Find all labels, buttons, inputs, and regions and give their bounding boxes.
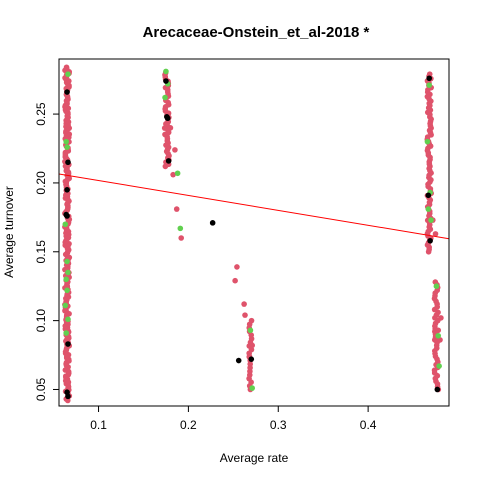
x-axis-label: Average rate [220,451,289,465]
data-point-green [174,170,181,177]
data-point-green [424,138,431,145]
y-tick-label: 0.05 [34,377,48,401]
data-point-red [426,71,433,77]
data-point-black [64,187,70,193]
data-point-green [65,71,71,77]
data-point-green [436,363,442,369]
data-point-red [173,206,180,212]
data-point-green [64,287,70,294]
data-point-black [64,213,70,219]
plot-frame [58,58,450,407]
y-axis: 0.05 0.10 0.15 0.20 0.25 [34,102,59,401]
data-point-red [63,64,70,71]
data-point-red [438,315,444,321]
y-tick-label: 0.20 [34,171,48,195]
x-tick-label: 0.3 [270,418,287,432]
data-point-black [248,356,255,362]
data-point-green [62,302,69,309]
data-point-green [247,327,254,334]
data-point-green [425,206,432,212]
data-point-green [65,316,71,323]
data-point-green [62,221,69,228]
x-tick-label: 0.2 [180,418,197,432]
data-point-green [65,269,71,276]
data-point-black [426,75,433,82]
data-point-black [163,78,169,84]
data-point-black [65,393,71,400]
data-point-red [435,327,442,334]
data-point-black [427,237,433,244]
data-point-red [249,342,255,349]
y-tick-label: 0.15 [34,240,48,264]
data-point-green [177,225,184,232]
data-point-green [64,144,70,150]
data-point-black [64,89,70,95]
data-point-green [433,283,440,290]
data-point-green [249,385,255,391]
y-tick-label: 0.25 [34,102,48,126]
data-point-green [426,82,433,88]
series-green [62,68,442,391]
data-point-red [172,147,178,153]
chart-title: Arecaceae-Onstein_et_al-2018 * [143,24,370,41]
data-point-green [63,138,69,145]
points-layer [62,64,444,404]
data-point-black [434,386,441,393]
data-point-red [232,277,238,284]
data-point-black [235,357,242,364]
data-point-black [165,158,172,164]
data-point-green [162,94,168,101]
data-point-green [163,68,169,75]
data-point-red [242,312,248,318]
data-point-red [170,171,176,178]
data-point-red [248,317,255,324]
data-point-black [164,115,171,122]
data-point-green [428,217,434,223]
data-point-black [425,192,432,199]
data-point-black [65,341,71,347]
x-axis: 0.1 0.2 0.3 0.4 [90,406,377,432]
data-point-red [234,264,240,270]
data-point-red [167,125,174,131]
data-point-green [435,332,442,339]
x-tick-label: 0.1 [90,418,107,432]
data-point-red [241,301,247,307]
data-point-green [63,330,69,336]
data-point-black [65,159,71,166]
fit-line [58,173,450,240]
y-tick-label: 0.10 [34,309,48,333]
x-tick-label: 0.4 [360,418,377,432]
data-point-red [432,231,439,237]
data-point-black [209,220,216,226]
data-point-green [64,258,70,265]
data-point-green [63,276,69,283]
data-point-red [178,235,185,241]
series-black [63,75,441,400]
y-axis-label: Average turnover [2,186,16,278]
series-red [62,64,444,404]
